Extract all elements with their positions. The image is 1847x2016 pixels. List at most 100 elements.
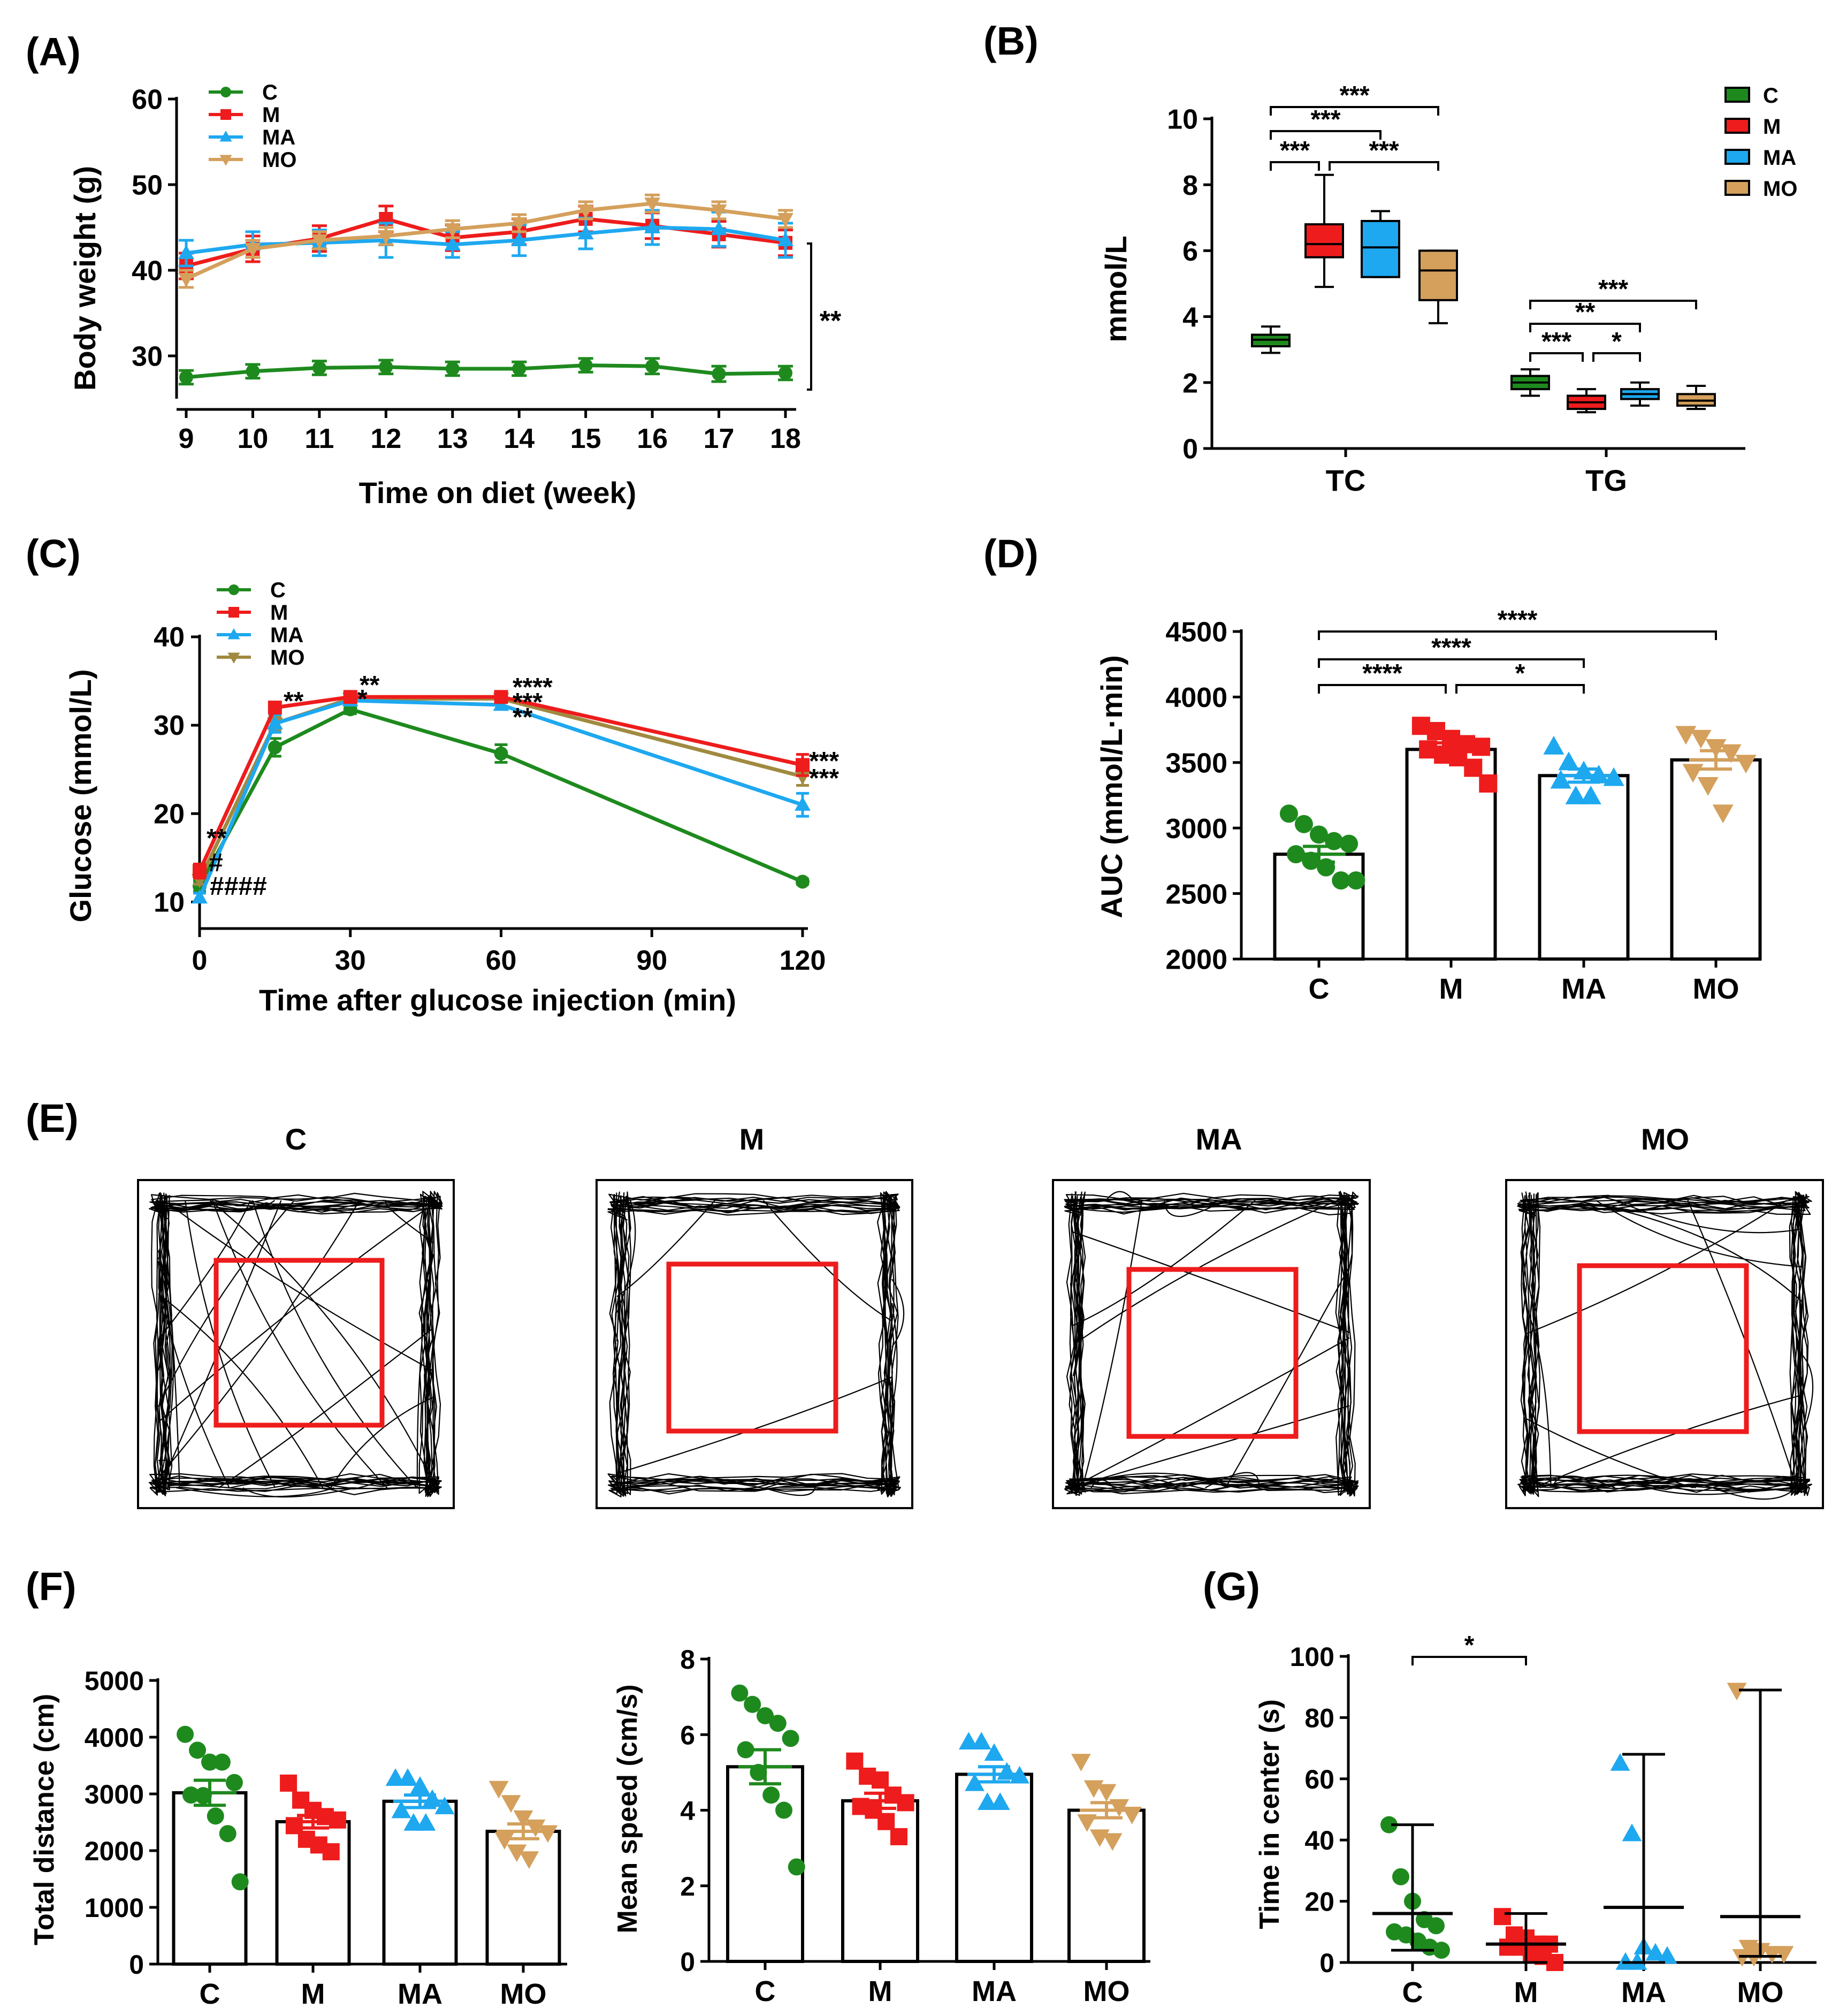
f1-x-tick-label: MO: [500, 1978, 547, 2010]
g-x-tick-label: M: [1514, 1976, 1538, 2009]
d-point-MA: [1550, 770, 1571, 789]
b-sig-5: [1529, 300, 1697, 309]
g-y-tick-label: 20: [1304, 1887, 1334, 1917]
a-point-MA: [644, 219, 661, 234]
b-sig-2: [1270, 130, 1382, 140]
g-point-C: [1428, 1917, 1445, 1935]
panel-label-g: (G): [1203, 1564, 1260, 1609]
c-annotation: ####: [210, 872, 267, 901]
g-y-tick-label: 60: [1304, 1764, 1334, 1794]
a-point-MO: [577, 204, 594, 219]
a-legend-marker: [219, 131, 232, 142]
g-point-MO: [1727, 1683, 1747, 1701]
b-y-tick-label: 8: [1182, 170, 1198, 201]
a-point-C: [179, 370, 193, 384]
f2-point-MA: [971, 1732, 991, 1749]
d-point-MA: [1558, 751, 1579, 771]
a-point-MA: [777, 232, 793, 247]
a-point-C: [712, 367, 726, 381]
d-point-M: [1472, 737, 1491, 756]
panel-label-d: (D): [983, 531, 1039, 576]
g-point-MA: [1645, 1943, 1666, 1961]
c-x-tick-label: 0: [192, 945, 208, 976]
a-point-C: [445, 362, 460, 376]
f2-err-M: [853, 1791, 907, 1810]
f1-y-tick-label: 3000: [85, 1779, 144, 1809]
d-y-label: AUC (mmol/L·min): [1095, 655, 1128, 918]
f1-point-MO: [538, 1825, 558, 1843]
a-point-MO: [777, 212, 793, 227]
a-point-MO: [511, 217, 528, 232]
a-y-tick-label: 50: [132, 170, 163, 201]
g-x-tick-label: C: [1402, 1976, 1423, 2009]
g-range-M: [1505, 1912, 1547, 1964]
b-sig-4: [1329, 161, 1439, 171]
g-point-MO: [1774, 1946, 1794, 1964]
f2-x-tick-label: C: [755, 1975, 776, 2007]
c-point-MA: [795, 796, 811, 811]
c-annotation: ***: [809, 764, 839, 793]
d-point-MA: [1565, 786, 1586, 804]
c-point-M: [268, 701, 282, 715]
c-y-tick-label: 10: [154, 887, 185, 918]
d-y-tick-label: 3500: [1165, 748, 1227, 779]
c-legend-label: MA: [270, 623, 303, 647]
d-point-MA: [1543, 736, 1564, 755]
tracks-layer: C M MA MO: [137, 1122, 1824, 1509]
e-title-M: M: [739, 1122, 765, 1156]
d-point-MA: [1603, 767, 1624, 786]
a-legend-label: M: [262, 103, 280, 127]
a-point-MO: [711, 204, 727, 219]
f2-point-C: [731, 1684, 749, 1702]
d-sig-1: [1318, 630, 1717, 640]
a-point-C: [645, 359, 660, 374]
e-track-M: [607, 1191, 905, 1497]
c-point-M: [494, 690, 508, 704]
e-track-C: [148, 1191, 443, 1498]
a-point-MO: [311, 234, 327, 249]
c-series-C: [197, 707, 804, 887]
b-y-tick-label: 4: [1182, 302, 1198, 333]
g-point-MA: [1627, 1952, 1647, 1970]
a-y-tick-label: 30: [132, 341, 163, 372]
d-point-MO: [1712, 804, 1734, 824]
d-y-tick-label: 2500: [1165, 879, 1227, 910]
e-center-zone-C: [213, 1258, 385, 1428]
d-point-MO: [1697, 777, 1719, 796]
c-annotation: **: [360, 671, 380, 699]
f1-x-tick-label: MA: [398, 1978, 442, 2010]
e-arena-M: [596, 1179, 913, 1509]
a-point-C: [312, 361, 326, 375]
panel-label-f: (F): [26, 1564, 77, 1609]
a-legend-marker: [220, 87, 231, 97]
f1-point-MA: [391, 1800, 411, 1819]
c-point-MA: [266, 715, 283, 729]
a-x-tick-label: 10: [238, 423, 269, 454]
b-sig-8: [1592, 352, 1641, 362]
g-sig-1-label: *: [1464, 1631, 1475, 1660]
a-x-tick-label: 17: [704, 423, 735, 454]
d-err-MA: [1557, 767, 1611, 784]
a-y-label: Body weight (g): [68, 166, 102, 391]
d-sig-2: [1318, 658, 1585, 668]
f2-y-label: Mean speed (cm/s): [612, 1684, 643, 1933]
a-x-tick-label: 18: [770, 423, 801, 454]
d-err-M: [1424, 741, 1478, 758]
f2-point-MA: [990, 1792, 1010, 1810]
g-y-label: Time in center (s): [1254, 1699, 1285, 1929]
b-y-tick-label: 2: [1182, 368, 1198, 399]
g-point-MA: [1657, 1946, 1677, 1964]
f1-y-tick-label: 1000: [85, 1893, 144, 1923]
d-x-tick-label: M: [1439, 973, 1463, 1005]
b-sig-6: [1529, 323, 1641, 332]
f2-point-C: [757, 1707, 774, 1724]
c-annotation: **: [513, 703, 533, 732]
b-sig-6-label: **: [1575, 298, 1596, 326]
g-x-tick-label: MA: [1621, 1976, 1666, 2009]
c-legend-marker: [227, 652, 240, 664]
c-annotation: *: [357, 685, 368, 713]
f2-point-MA: [965, 1773, 984, 1791]
a-point-MO: [644, 197, 661, 212]
g-x-tick-label: MO: [1737, 1976, 1784, 2009]
